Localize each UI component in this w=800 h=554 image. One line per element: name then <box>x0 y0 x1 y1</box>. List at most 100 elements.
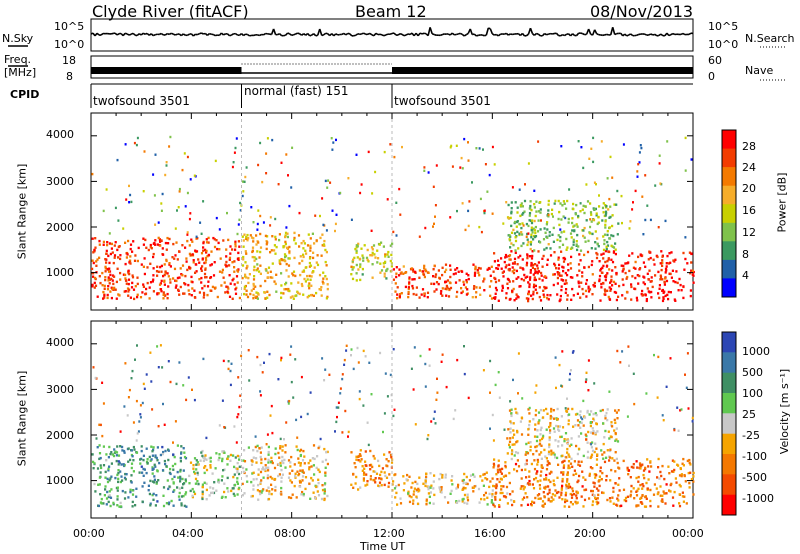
data-cell <box>205 276 208 279</box>
noise-trace <box>201 32 204 35</box>
data-cell <box>274 238 277 241</box>
data-cell <box>518 232 521 235</box>
data-cell <box>129 296 132 299</box>
data-cell <box>97 504 100 508</box>
data-cell <box>577 463 580 466</box>
data-cell <box>593 208 596 211</box>
data-cell <box>495 483 498 486</box>
data-cell <box>659 470 662 474</box>
data-cell <box>108 490 111 493</box>
data-cell <box>111 453 114 456</box>
data-cell <box>107 254 110 258</box>
data-cell <box>510 201 513 204</box>
data-cell <box>622 459 625 463</box>
data-cell <box>554 199 557 203</box>
data-cell <box>108 465 111 468</box>
data-cell <box>612 234 615 238</box>
data-cell <box>178 361 181 364</box>
data-cell <box>274 282 277 286</box>
data-cell <box>524 183 526 186</box>
data-cell <box>549 417 552 420</box>
data-cell <box>542 293 545 296</box>
data-cell <box>384 255 387 258</box>
data-cell <box>284 255 287 259</box>
data-cell <box>313 266 316 269</box>
data-cell <box>112 501 115 505</box>
data-cell <box>321 484 324 487</box>
data-cell <box>608 197 611 201</box>
data-cell <box>494 492 497 495</box>
data-cell <box>449 216 452 219</box>
data-cell <box>162 402 164 406</box>
noise-trace <box>463 33 467 37</box>
data-cell <box>418 235 421 238</box>
data-cell <box>142 190 145 193</box>
data-cell <box>245 289 248 292</box>
data-cell <box>369 475 372 478</box>
data-cell <box>595 422 598 425</box>
data-cell <box>538 295 541 299</box>
data-cell <box>547 203 550 206</box>
data-cell <box>484 477 487 480</box>
data-cell <box>679 485 682 488</box>
noise-trace <box>636 33 640 37</box>
data-cell <box>466 288 469 291</box>
xtick-5: 20:00 <box>574 527 606 540</box>
data-cell <box>532 293 535 296</box>
data-cell <box>589 421 592 425</box>
data-cell <box>497 459 500 462</box>
noise-trace <box>441 33 445 36</box>
data-cell <box>549 247 552 250</box>
data-cell <box>491 495 494 498</box>
data-cell <box>561 279 564 282</box>
data-cell <box>559 435 562 439</box>
data-cell <box>587 430 590 434</box>
data-cell <box>611 425 614 428</box>
data-cell <box>549 480 552 484</box>
data-cell <box>456 290 459 294</box>
data-cell <box>591 489 594 493</box>
data-cell <box>569 501 573 504</box>
data-cell <box>168 237 171 241</box>
data-cell <box>353 462 356 465</box>
noise-trace <box>190 33 194 37</box>
data-cell <box>229 383 232 387</box>
data-cell <box>589 466 592 469</box>
data-cell <box>242 180 244 183</box>
data-cell <box>267 266 271 269</box>
data-cell <box>504 474 507 477</box>
data-cell <box>361 469 364 472</box>
data-cell <box>233 283 236 286</box>
data-cell <box>366 483 369 486</box>
data-cell <box>377 257 380 260</box>
data-cell <box>496 471 500 474</box>
data-cell <box>139 458 142 461</box>
data-cell <box>113 256 116 259</box>
data-cell <box>577 479 580 482</box>
data-cell <box>146 461 149 465</box>
data-cell <box>173 455 176 459</box>
data-cell <box>287 402 290 405</box>
data-cell <box>585 378 588 381</box>
data-cell <box>614 242 617 245</box>
data-cell <box>286 235 289 239</box>
data-cell <box>458 279 461 282</box>
data-cell <box>541 279 544 282</box>
data-cell <box>570 443 573 446</box>
data-cell <box>179 470 182 473</box>
data-cell <box>317 446 320 450</box>
data-cell <box>176 444 179 447</box>
data-cell <box>180 495 183 498</box>
data-cell <box>411 284 414 288</box>
data-cell <box>119 278 122 281</box>
data-cell <box>195 270 198 273</box>
data-cell <box>558 429 561 432</box>
data-cell <box>287 287 290 291</box>
data-cell <box>217 241 220 245</box>
data-cell <box>382 430 384 434</box>
data-cell <box>425 475 428 478</box>
data-cell <box>232 454 235 457</box>
data-cell <box>466 493 469 496</box>
data-cell <box>265 243 268 246</box>
data-cell <box>490 297 494 300</box>
